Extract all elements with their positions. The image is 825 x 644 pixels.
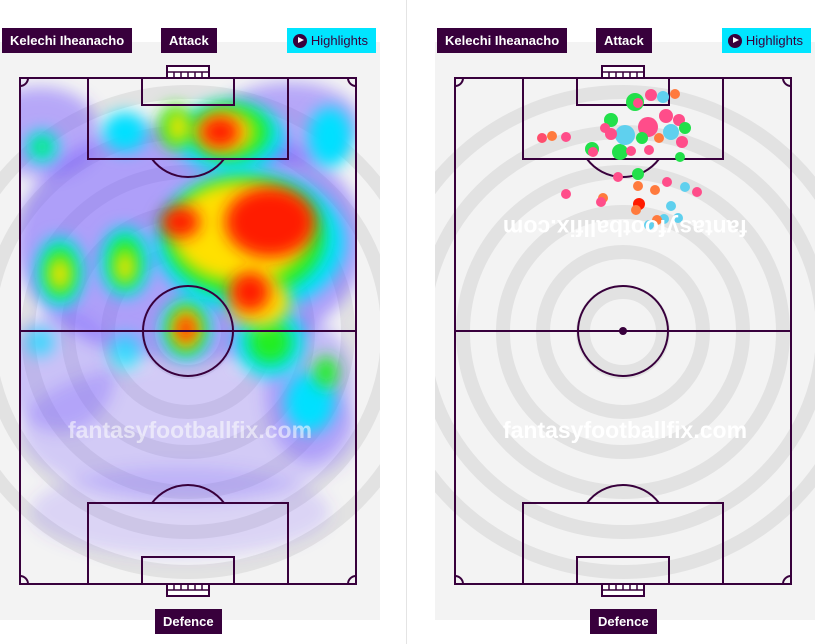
goal-top <box>601 65 645 79</box>
action-marker <box>659 109 673 123</box>
centre-spot <box>619 327 627 335</box>
action-marker <box>596 197 606 207</box>
action-marker <box>537 133 547 143</box>
action-marker <box>673 213 683 223</box>
highlights-label: Highlights <box>745 33 803 48</box>
action-marker <box>547 131 557 141</box>
heatmap-panel: fantasyfootballfix.com Kelechi Iheanacho… <box>0 0 390 644</box>
goal-top <box>166 65 210 79</box>
heatmap-pitch <box>0 42 380 620</box>
action-marker <box>631 205 641 215</box>
play-circle-icon <box>292 33 307 48</box>
action-marker <box>626 146 636 156</box>
action-marker <box>666 201 676 211</box>
play-circle-icon <box>727 33 742 48</box>
action-marker <box>679 122 691 134</box>
attack-label: Attack <box>161 28 217 53</box>
action-map-panel: fantasyfootballfix.com fantasyfootballfi… <box>435 0 825 644</box>
goal-bottom <box>166 583 210 597</box>
action-marker <box>588 147 598 157</box>
highlights-label: Highlights <box>310 33 368 48</box>
action-marker <box>636 132 648 144</box>
action-marker <box>675 152 685 162</box>
action-marker <box>680 182 690 192</box>
heatmap-layer <box>20 82 356 557</box>
action-map-pitch <box>435 42 815 620</box>
action-marker <box>670 89 680 99</box>
action-marker <box>676 136 688 148</box>
action-marker <box>613 172 623 182</box>
action-marker <box>644 220 654 230</box>
action-marker <box>633 181 643 191</box>
panel-divider <box>406 0 407 644</box>
attack-label: Attack <box>596 28 652 53</box>
defence-label: Defence <box>155 609 222 634</box>
action-markers <box>537 89 702 230</box>
action-marker <box>654 133 664 143</box>
goal-bottom <box>601 583 645 597</box>
action-marker <box>663 124 679 140</box>
action-marker <box>692 187 702 197</box>
player-name-label: Kelechi Iheanacho <box>437 28 568 53</box>
action-marker <box>645 89 657 101</box>
player-name-label: Kelechi Iheanacho <box>2 28 133 53</box>
defence-label: Defence <box>590 609 657 634</box>
action-marker <box>561 189 571 199</box>
action-marker <box>615 125 635 145</box>
action-marker <box>652 215 662 225</box>
highlights-button[interactable]: Highlights <box>286 28 376 53</box>
action-marker <box>650 185 660 195</box>
action-marker <box>638 117 658 137</box>
action-marker <box>632 168 644 180</box>
action-marker <box>604 113 618 127</box>
action-marker <box>612 144 628 160</box>
action-marker <box>561 132 571 142</box>
action-marker <box>633 98 643 108</box>
action-marker <box>644 145 654 155</box>
action-marker <box>662 177 672 187</box>
highlights-button[interactable]: Highlights <box>721 28 811 53</box>
action-marker <box>600 123 610 133</box>
action-marker <box>657 91 669 103</box>
